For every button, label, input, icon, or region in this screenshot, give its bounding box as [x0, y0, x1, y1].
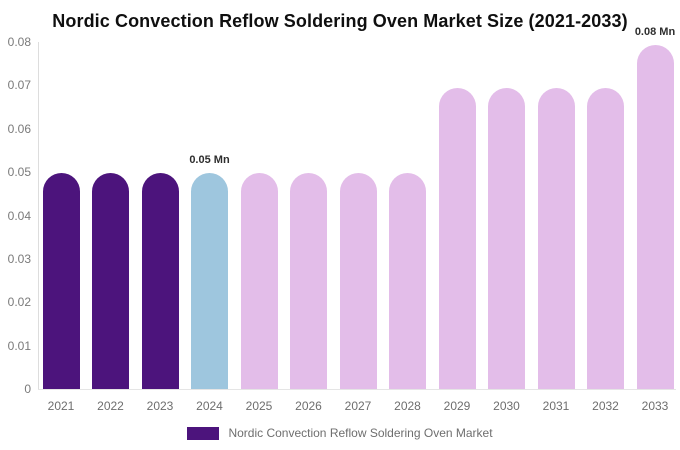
x-tick-label: 2022 — [97, 399, 124, 413]
x-tick-label: 2025 — [245, 399, 273, 413]
bar-2033 — [636, 45, 674, 389]
bar-2023 — [141, 173, 179, 389]
x-tick-label: 2021 — [47, 399, 75, 413]
bar-2027 — [339, 173, 377, 389]
x-tick-label: 2030 — [493, 399, 520, 413]
chart-title: Nordic Convection Reflow Soldering Oven … — [52, 11, 628, 31]
y-tick-label: 0.03 — [7, 251, 31, 266]
bar-2026 — [290, 173, 327, 389]
bar-2029 — [438, 88, 476, 389]
bar-2021 — [42, 173, 80, 389]
x-tick-label: 2031 — [542, 399, 570, 413]
x-tick-label: 2032 — [592, 399, 619, 413]
x-axis-line — [38, 389, 676, 390]
bar-2028 — [389, 173, 426, 389]
bar-2025 — [240, 173, 278, 389]
x-tick-label: 2026 — [295, 399, 322, 413]
bar-2024 — [191, 173, 228, 389]
y-tick-label: 0.08 — [7, 35, 31, 49]
y-tick-label: 0.07 — [7, 78, 31, 93]
y-tick-label: 0 — [24, 382, 31, 396]
bar-2022 — [92, 173, 129, 389]
y-tick-label: 0.04 — [7, 208, 31, 223]
bar-2031 — [537, 88, 575, 389]
y-tick-label: 0.05 — [7, 165, 31, 180]
bar-value-label-2024: 0.05 Mn — [189, 154, 230, 167]
y-tick-label: 0.06 — [7, 121, 31, 136]
x-tick-label: 2023 — [146, 399, 174, 413]
y-axis-line — [38, 42, 39, 389]
y-tick-label: 0.02 — [7, 295, 31, 310]
bar-2032 — [587, 88, 624, 389]
bar-value-label-2033: 0.08 Mn — [634, 26, 676, 39]
y-tick-label: 0.01 — [7, 338, 31, 353]
x-tick-label: 2027 — [344, 399, 372, 413]
legend-label: Nordic Convection Reflow Soldering Oven … — [228, 426, 493, 440]
legend: Nordic Convection Reflow Soldering Oven … — [0, 426, 680, 440]
x-tick-label: 2028 — [394, 399, 421, 413]
bar-2030 — [488, 88, 525, 389]
x-tick-label: 2024 — [196, 399, 223, 413]
x-tick-label: 2033 — [641, 399, 669, 413]
x-tick-label: 2029 — [443, 399, 471, 413]
legend-swatch — [187, 426, 220, 440]
